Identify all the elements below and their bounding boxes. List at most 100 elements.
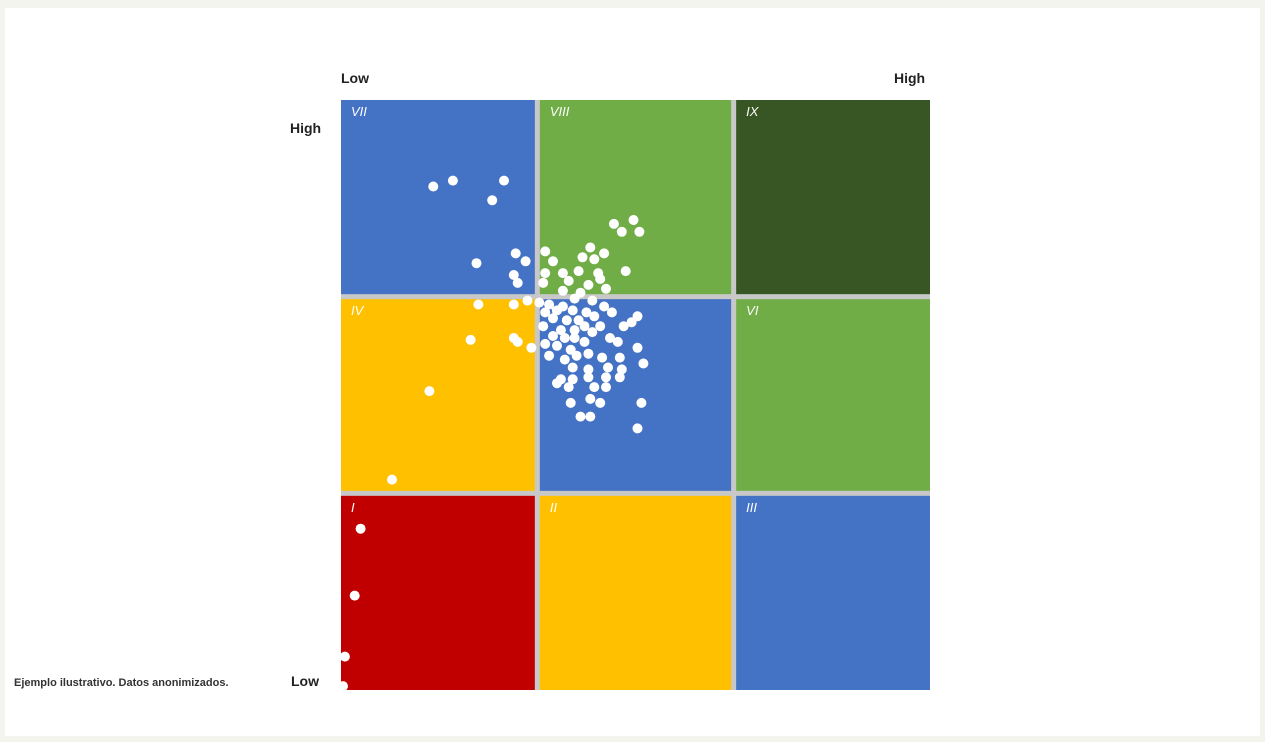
scatter-point-76: [583, 348, 594, 359]
scatter-point-36: [522, 295, 533, 306]
scatter-point-57: [595, 321, 606, 332]
scatter-point-65: [526, 342, 537, 353]
scatter-point-43: [599, 301, 610, 312]
scatter-point-29: [601, 283, 611, 294]
scatter-point-24: [540, 268, 551, 279]
scatter-point-85: [567, 374, 578, 385]
scatter-point-11: [520, 256, 531, 267]
scatter-point-97: [636, 397, 647, 408]
grid-cell-label-iv: IV: [351, 303, 365, 318]
scatter-point-17: [585, 242, 596, 253]
scatter-point-77: [597, 352, 608, 363]
scatter-point-53: [538, 321, 549, 332]
grid-cell-iv: [341, 299, 535, 491]
scatter-point-4: [499, 175, 509, 186]
scatter-point-67: [552, 340, 562, 351]
scatter-point-8: [634, 226, 645, 237]
scatter-point-20: [620, 266, 631, 277]
scatter-point-7: [628, 215, 639, 225]
scatter-point-86: [583, 372, 594, 383]
scatter-point-81: [583, 364, 594, 375]
x-axis-low-label: Low: [341, 70, 369, 86]
scatter-point-21: [557, 268, 568, 279]
scatter-point-28: [595, 274, 606, 284]
scatter-point-73: [544, 350, 555, 361]
grid-cell-viii: [539, 100, 732, 295]
scatter-point-102: [355, 523, 366, 534]
scatter-point-25: [538, 277, 549, 288]
scatter-point-42: [581, 307, 592, 318]
scatter-point-41: [567, 305, 578, 316]
grid-cell-vii: [341, 100, 535, 295]
scatter-point-1: [428, 181, 439, 192]
scatter-point-9: [471, 258, 482, 269]
scatter-point-16: [577, 252, 588, 263]
scatter-point-50: [618, 321, 629, 332]
scatter-point-103: [349, 590, 360, 601]
scatter-point-38: [544, 299, 555, 310]
grid-cell-label-vi: VI: [746, 303, 759, 318]
scatter-point-90: [563, 382, 574, 393]
scatter-point-19: [599, 248, 610, 259]
scatter-point-35: [508, 299, 519, 310]
grid-cell-v: [539, 299, 732, 491]
scatter-point-78: [614, 352, 625, 363]
scatter-point-48: [589, 311, 600, 322]
y-axis-low-label: Low: [291, 673, 319, 689]
scatter-point-95: [585, 393, 596, 404]
scatter-point-58: [548, 331, 558, 341]
scatter-point-99: [585, 411, 596, 422]
scatter-point-83: [616, 364, 627, 375]
y-axis-high-label: High: [290, 120, 322, 136]
scatter-point-82: [603, 362, 613, 373]
scatter-point-60: [569, 333, 580, 343]
scatter-point-69: [579, 336, 590, 347]
grid-cell-vi: [736, 299, 930, 491]
scatter-point-37: [534, 297, 545, 308]
scatter-point-12: [508, 270, 519, 280]
scatter-point-87: [601, 372, 611, 383]
scatter-point-80: [567, 362, 578, 373]
scatter-point-6: [616, 226, 627, 237]
grid-cell-label-viii: VIII: [550, 104, 570, 119]
scatter-point-71: [612, 336, 623, 347]
scatter-point-100: [632, 423, 643, 434]
scatter-point-61: [587, 327, 598, 338]
grid-cell-ix: [736, 100, 930, 295]
scatter-point-88: [614, 372, 625, 383]
scatter-point-32: [557, 285, 568, 296]
scatter-point-3: [487, 195, 498, 206]
scatter-point-10: [510, 248, 521, 259]
scatter-point-5: [608, 218, 619, 229]
scatter-point-13: [512, 277, 523, 288]
grid-cell-label-vii: VII: [351, 104, 367, 119]
scatter-point-40: [557, 301, 568, 312]
scatter-point-101: [387, 474, 397, 485]
scatter-point-56: [579, 321, 590, 332]
grid-cell-ii: [539, 495, 732, 690]
scatter-point-74: [559, 354, 570, 365]
scatter-point-14: [540, 246, 551, 257]
scatter-point-96: [595, 397, 606, 408]
scatter-point-62: [465, 334, 476, 345]
scatter-point-15: [548, 256, 558, 267]
scatter-point-105: [338, 681, 348, 692]
scatter-point-55: [569, 325, 580, 336]
scatter-point-72: [632, 342, 643, 353]
scatter-point-54: [555, 325, 566, 336]
scatter-point-70: [605, 333, 615, 343]
scatter-point-33: [569, 293, 580, 304]
scatter-point-31: [587, 295, 598, 306]
scatter-point-45: [548, 313, 558, 324]
scatter-point-34: [473, 299, 484, 310]
scatter-point-64: [512, 336, 523, 347]
scatter-point-59: [559, 333, 570, 343]
scatter-point-94: [565, 397, 576, 408]
scatter-point-98: [575, 411, 586, 422]
scatter-point-75: [571, 350, 582, 361]
scatter-point-44: [540, 307, 551, 318]
footnote: Ejemplo ilustrativo. Datos anonimizados.: [14, 677, 229, 689]
scatter-point-49: [606, 307, 617, 318]
grid-cell-iii: [736, 495, 930, 690]
grid-cell-label-i: I: [351, 500, 355, 515]
